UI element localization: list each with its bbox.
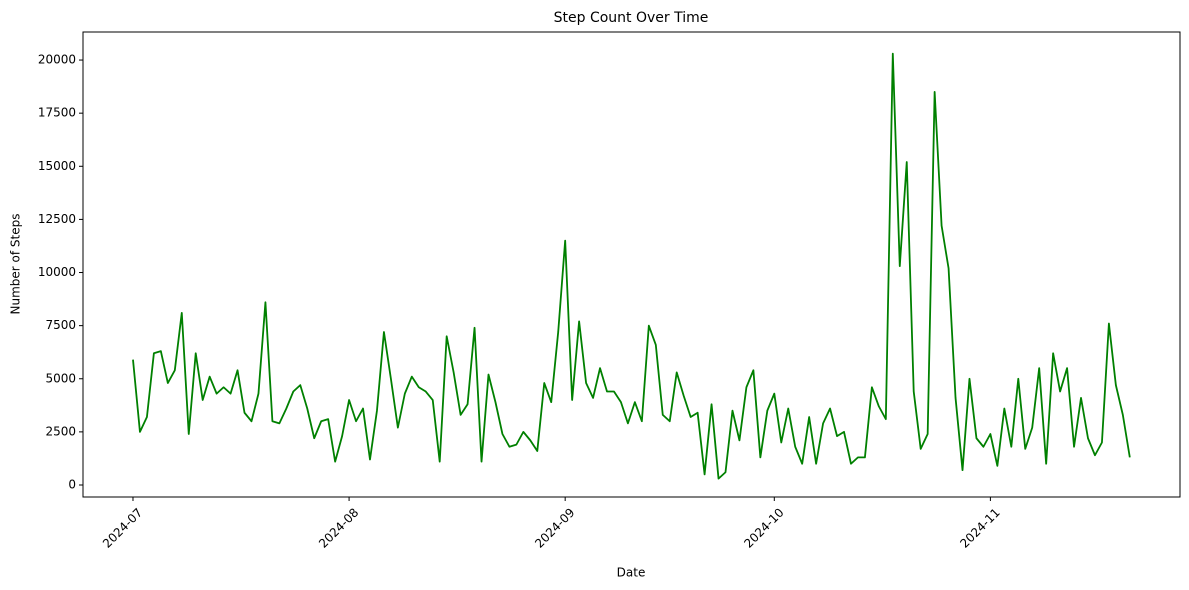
x-axis-label: Date (617, 566, 646, 580)
y-tick-label: 2500 (45, 424, 76, 438)
y-tick-label: 7500 (45, 318, 76, 332)
y-tick-label: 0 (68, 477, 76, 491)
x-tick-label: 2024-10 (741, 505, 786, 550)
line (132, 52, 1131, 480)
y-tick-label: 12500 (38, 212, 76, 226)
x-tick-label: 2024-09 (532, 505, 577, 550)
x-tick-label: 2024-08 (316, 505, 361, 550)
y-tick-label: 5000 (45, 371, 76, 385)
y-axis-label: Number of Steps (9, 214, 23, 315)
y-tick-label: 17500 (38, 106, 76, 120)
x-tick-label: 2024-07 (100, 505, 145, 550)
y-tick-label: 20000 (38, 53, 76, 67)
x-tick-label: 2024-11 (957, 505, 1002, 550)
chart-title: Step Count Over Time (554, 10, 709, 26)
y-tick-label: 10000 (38, 265, 76, 279)
plot-frame (82, 31, 1181, 498)
y-tick-label: 15000 (38, 159, 76, 173)
